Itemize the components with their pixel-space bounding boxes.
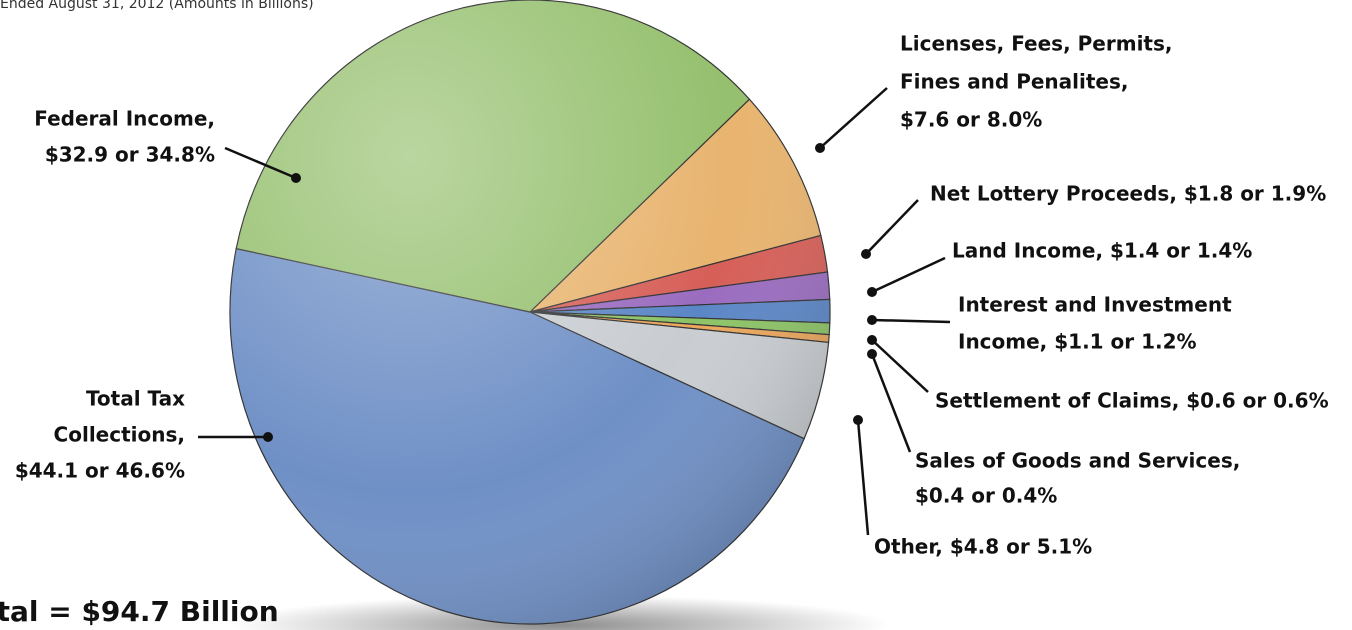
leader-line [819, 87, 888, 149]
leader-dot [867, 315, 877, 325]
leader-dot [867, 349, 877, 359]
slice-label: Other, $4.8 or 5.1% [874, 535, 1092, 559]
leader-line [870, 353, 912, 453]
slice-label: Licenses, Fees, Permits, [900, 32, 1172, 56]
pie [229, 0, 831, 625]
leader-line [871, 256, 946, 294]
slice-label: Collections, [54, 423, 185, 447]
leader-line [871, 318, 951, 324]
slice-label: $32.9 or 34.8% [45, 143, 215, 167]
slice-label: Land Income, $1.4 or 1.4% [952, 239, 1252, 263]
subtitle: Ended August 31, 2012 (Amounts in Billio… [0, 0, 314, 12]
slice-label: Federal Income, [34, 107, 215, 131]
leader-dot [861, 249, 871, 259]
leader-line [224, 146, 297, 180]
slice-label: Fines and Penalites, [900, 70, 1129, 94]
slice-label: Sales of Goods and Services, [915, 449, 1240, 473]
total-label: Total = $94.7 Billion [0, 595, 279, 628]
slice-label: Income, $1.1 or 1.2% [958, 330, 1197, 354]
leader-line [865, 199, 919, 255]
leader-dot [867, 287, 877, 297]
slice-label: $0.4 or 0.4% [915, 484, 1057, 508]
slice-label: Net Lottery Proceeds, $1.8 or 1.9% [930, 182, 1326, 206]
slice-label: Settlement of Claims, $0.6 or 0.6% [935, 389, 1329, 413]
leader-dot [853, 415, 863, 425]
leader-dot [815, 143, 825, 153]
leader-dot [867, 335, 877, 345]
slice-label: Total Tax [86, 387, 185, 411]
slice-label: $7.6 or 8.0% [900, 108, 1042, 132]
slice-label: Interest and Investment [958, 293, 1232, 317]
leader-dot [291, 173, 301, 183]
leader-line [871, 339, 929, 393]
leader-line [856, 419, 870, 536]
leader-dot [263, 432, 273, 442]
slice-label: $44.1 or 46.6% [15, 459, 185, 483]
